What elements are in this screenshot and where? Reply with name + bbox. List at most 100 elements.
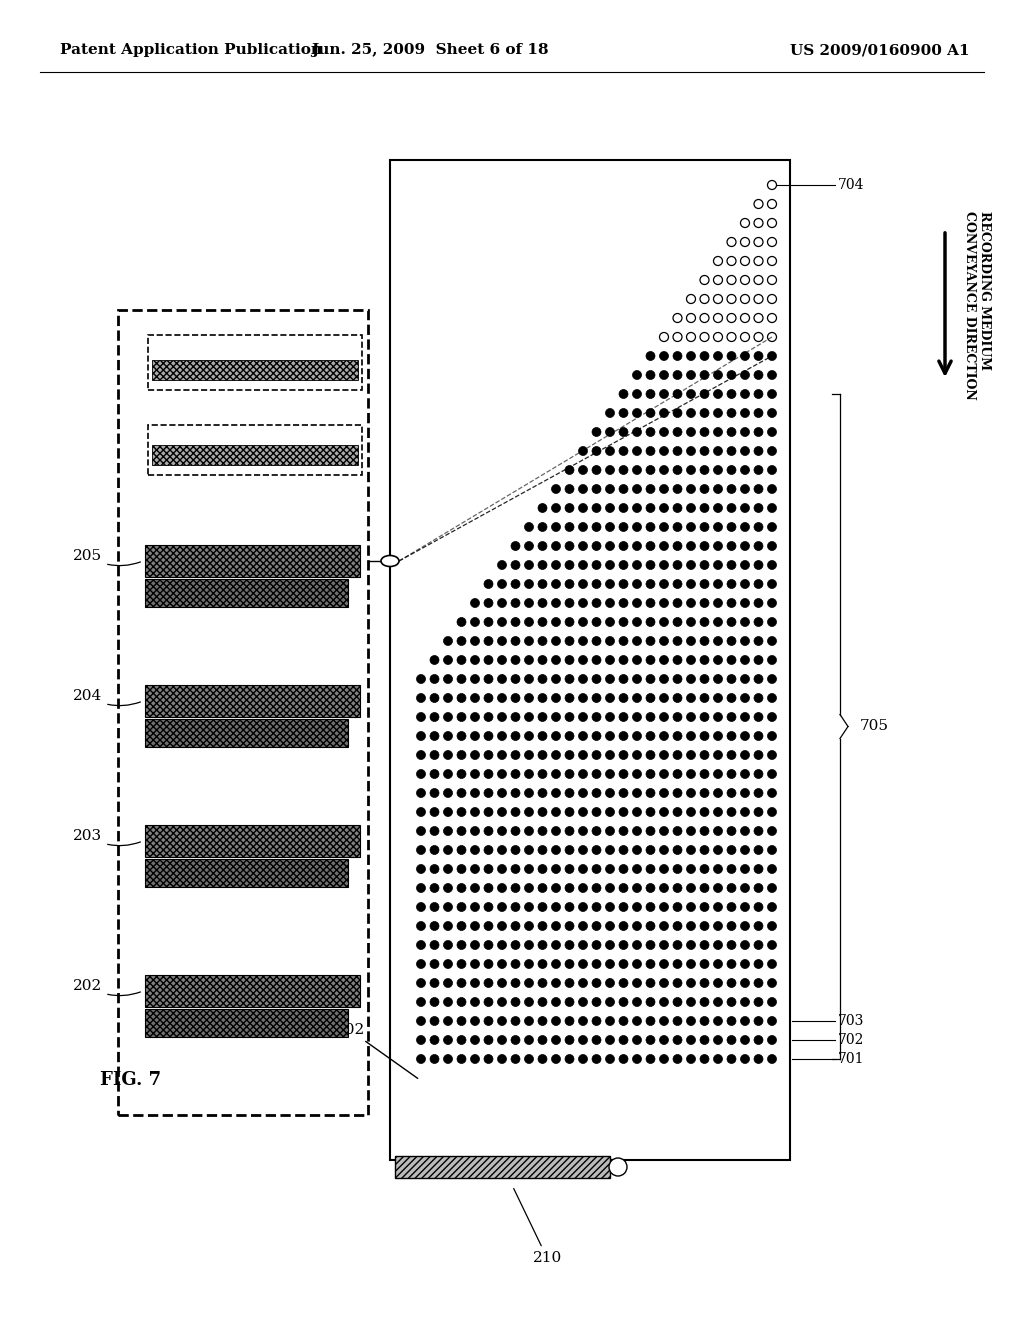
Circle shape [633, 1055, 641, 1064]
Circle shape [646, 998, 655, 1006]
Circle shape [714, 978, 723, 987]
Circle shape [659, 788, 669, 797]
Circle shape [633, 865, 641, 874]
Circle shape [470, 978, 479, 987]
Circle shape [768, 238, 776, 247]
Circle shape [646, 883, 655, 892]
Circle shape [457, 1016, 466, 1026]
Circle shape [659, 846, 669, 854]
Circle shape [686, 333, 695, 342]
Circle shape [605, 523, 614, 532]
Circle shape [538, 618, 547, 627]
Circle shape [740, 713, 750, 722]
Circle shape [700, 579, 709, 589]
Circle shape [511, 978, 520, 987]
Circle shape [592, 751, 601, 759]
Circle shape [754, 523, 763, 532]
Circle shape [768, 1055, 776, 1064]
Circle shape [538, 998, 547, 1006]
Circle shape [565, 579, 574, 589]
Circle shape [511, 1035, 520, 1044]
Circle shape [417, 960, 426, 969]
Circle shape [768, 523, 776, 532]
Circle shape [659, 1035, 669, 1044]
Circle shape [484, 1035, 493, 1044]
Circle shape [633, 561, 641, 569]
Circle shape [768, 675, 776, 684]
Circle shape [579, 770, 588, 779]
Circle shape [686, 826, 695, 836]
Circle shape [484, 598, 493, 607]
Circle shape [646, 408, 655, 417]
Circle shape [484, 846, 493, 854]
Circle shape [659, 770, 669, 779]
Circle shape [714, 333, 723, 342]
Circle shape [646, 808, 655, 817]
Circle shape [673, 960, 682, 969]
Circle shape [740, 333, 750, 342]
Circle shape [727, 656, 736, 664]
Circle shape [618, 998, 628, 1006]
Circle shape [714, 940, 723, 949]
Circle shape [417, 808, 426, 817]
Circle shape [605, 693, 614, 702]
Circle shape [470, 1016, 479, 1026]
Circle shape [511, 865, 520, 874]
Circle shape [714, 788, 723, 797]
Circle shape [714, 446, 723, 455]
Circle shape [484, 940, 493, 949]
Circle shape [714, 883, 723, 892]
Circle shape [470, 960, 479, 969]
Circle shape [740, 903, 750, 912]
Text: 202: 202 [73, 979, 140, 995]
Circle shape [646, 1035, 655, 1044]
Circle shape [727, 561, 736, 569]
Circle shape [686, 751, 695, 759]
Circle shape [673, 371, 682, 380]
Circle shape [768, 446, 776, 455]
Circle shape [579, 466, 588, 474]
Circle shape [524, 598, 534, 607]
Circle shape [633, 618, 641, 627]
Circle shape [714, 1055, 723, 1064]
Circle shape [470, 751, 479, 759]
Circle shape [646, 1055, 655, 1064]
Circle shape [579, 921, 588, 931]
Circle shape [740, 865, 750, 874]
Circle shape [618, 808, 628, 817]
Circle shape [592, 770, 601, 779]
Circle shape [457, 978, 466, 987]
Circle shape [443, 1035, 453, 1044]
Circle shape [592, 865, 601, 874]
Circle shape [686, 960, 695, 969]
Circle shape [700, 276, 709, 285]
Circle shape [498, 921, 507, 931]
Circle shape [524, 523, 534, 532]
Circle shape [443, 1055, 453, 1064]
Circle shape [727, 466, 736, 474]
Circle shape [618, 960, 628, 969]
Circle shape [768, 788, 776, 797]
Circle shape [552, 865, 560, 874]
Circle shape [511, 675, 520, 684]
Circle shape [714, 731, 723, 741]
Circle shape [727, 826, 736, 836]
Circle shape [700, 314, 709, 322]
Bar [145, 1008, 348, 1038]
Circle shape [754, 446, 763, 455]
Circle shape [538, 656, 547, 664]
Circle shape [470, 940, 479, 949]
Circle shape [740, 846, 750, 854]
Circle shape [686, 466, 695, 474]
Circle shape [618, 693, 628, 702]
Circle shape [754, 238, 763, 247]
Circle shape [768, 579, 776, 589]
Circle shape [740, 256, 750, 265]
Circle shape [754, 389, 763, 399]
Circle shape [740, 751, 750, 759]
Circle shape [646, 636, 655, 645]
Circle shape [579, 675, 588, 684]
Circle shape [565, 1055, 574, 1064]
Circle shape [565, 770, 574, 779]
Circle shape [673, 656, 682, 664]
